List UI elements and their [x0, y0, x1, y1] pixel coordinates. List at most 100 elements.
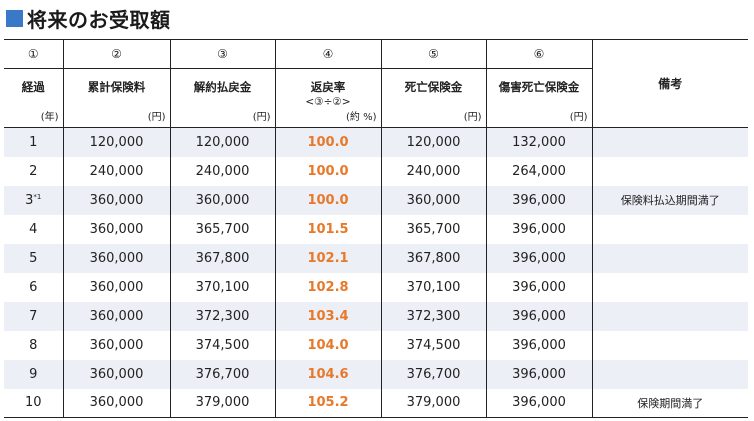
section-title-text: 将来のお受取額 [27, 7, 171, 32]
table-row: 9 360,000 376,700 104.6 376,700 396,000 [4, 359, 748, 389]
table-row: 2 240,000 240,000 100.0 240,000 264,000 [4, 156, 748, 186]
cell-surrender: 374,500 [170, 330, 276, 360]
table-row: 6 360,000 370,100 102.8 370,100 396,000 [4, 272, 748, 302]
cell-note [592, 214, 748, 244]
header-death-benefit: 死亡保険金 (円) [381, 68, 487, 128]
header-remarks: 備考 [592, 39, 748, 128]
cell-surrender: 240,000 [170, 156, 276, 186]
table-row: 5 360,000 367,800 102.1 367,800 396,000 [4, 243, 748, 273]
table-row: 7 360,000 372,300 103.4 372,300 396,000 [4, 301, 748, 331]
cell-accident-death: 396,000 [486, 272, 593, 302]
blue-square-icon [6, 9, 23, 27]
col-num-6: ⑥ [486, 39, 593, 69]
cell-premium: 360,000 [63, 330, 171, 360]
cell-surrender: 367,800 [170, 243, 276, 273]
cell-death: 365,700 [381, 214, 487, 244]
cell-death: 120,000 [381, 127, 487, 157]
header-return-rate: 返戻率 <③÷②> (約 %) [275, 68, 382, 128]
header-death-benefit-label: 死亡保険金 [404, 80, 463, 94]
table-row: 10 360,000 379,000 105.2 379,000 396,000… [4, 388, 748, 418]
header-elapsed-label: 経過 [21, 80, 45, 94]
header-surrender-value-label: 解約払戻金 [193, 80, 252, 94]
cell-death: 372,300 [381, 301, 487, 331]
header-accident-death-benefit-unit: (円) [569, 112, 588, 123]
cell-year: 1 [4, 127, 64, 157]
section-title: 将来のお受取額 [6, 4, 171, 32]
column-label-row: 経過 (年) 累計保険料 (円) 解約払戻金 (円) 返戻率 <③÷②> (約 … [4, 68, 748, 128]
cell-surrender: 360,000 [170, 185, 276, 215]
cell-accident-death: 396,000 [486, 330, 593, 360]
cell-note: 保険期間満了 [592, 388, 748, 418]
cell-accident-death: 396,000 [486, 359, 593, 389]
cell-death: 379,000 [381, 388, 487, 418]
col-num-2: ② [63, 39, 171, 69]
cell-premium: 360,000 [63, 388, 171, 418]
cell-premium: 360,000 [63, 359, 171, 389]
table-row: 8 360,000 374,500 104.0 374,500 396,000 [4, 330, 748, 360]
cell-surrender: 365,700 [170, 214, 276, 244]
cell-surrender: 376,700 [170, 359, 276, 389]
footnote-marker: *1 [33, 192, 42, 201]
cell-note [592, 127, 748, 157]
cell-year: 10 [4, 388, 64, 418]
cell-accident-death: 264,000 [486, 156, 593, 186]
cell-note [592, 156, 748, 186]
cell-accident-death: 396,000 [486, 301, 593, 331]
header-elapsed: 経過 (年) [4, 68, 64, 128]
cell-premium: 240,000 [63, 156, 171, 186]
cell-surrender: 372,300 [170, 301, 276, 331]
cell-note [592, 243, 748, 273]
cell-death: 360,000 [381, 185, 487, 215]
cell-premium: 360,000 [63, 214, 171, 244]
cell-rate: 100.0 [275, 156, 382, 186]
cell-premium: 360,000 [63, 272, 171, 302]
cell-death: 240,000 [381, 156, 487, 186]
cell-rate: 100.0 [275, 185, 382, 215]
cell-note [592, 359, 748, 389]
cell-year: 2 [4, 156, 64, 186]
header-return-rate-formula: <③÷②> [305, 96, 351, 108]
cell-accident-death: 396,000 [486, 214, 593, 244]
column-number-row: ① ② ③ ④ ⑤ ⑥ 備考 [4, 39, 748, 128]
table-row: 3*1 360,000 360,000 100.0 360,000 396,00… [4, 185, 748, 215]
cell-rate: 103.4 [275, 301, 382, 331]
header-cumulative-premium-unit: (円) [147, 112, 166, 123]
header-cumulative-premium-label: 累計保険料 [87, 80, 146, 94]
cell-rate: 102.1 [275, 243, 382, 273]
cell-death: 374,500 [381, 330, 487, 360]
cell-year: 5 [4, 243, 64, 273]
col-num-4: ④ [275, 39, 382, 69]
header-accident-death-benefit: 傷害死亡保険金 (円) [486, 68, 593, 128]
cell-year: 6 [4, 272, 64, 302]
header-surrender-value-unit: (円) [252, 112, 271, 123]
header-surrender-value: 解約払戻金 (円) [170, 68, 276, 128]
cell-rate: 102.8 [275, 272, 382, 302]
cell-rate: 105.2 [275, 388, 382, 418]
cell-rate: 104.6 [275, 359, 382, 389]
cell-rate: 100.0 [275, 127, 382, 157]
col-num-1: ① [4, 39, 64, 69]
cell-note [592, 272, 748, 302]
header-cumulative-premium: 累計保険料 (円) [63, 68, 171, 128]
header-elapsed-unit: (年) [40, 112, 59, 123]
cell-death: 376,700 [381, 359, 487, 389]
header-return-rate-label: 返戻率 [310, 80, 346, 94]
cell-premium: 360,000 [63, 243, 171, 273]
cell-death: 370,100 [381, 272, 487, 302]
cell-surrender: 379,000 [170, 388, 276, 418]
header-death-benefit-unit: (円) [463, 112, 482, 123]
cell-year: 7 [4, 301, 64, 331]
cell-premium: 360,000 [63, 301, 171, 331]
cell-accident-death: 396,000 [486, 185, 593, 215]
col-num-5: ⑤ [381, 39, 487, 69]
cell-rate: 101.5 [275, 214, 382, 244]
cell-premium: 360,000 [63, 185, 171, 215]
cell-accident-death: 396,000 [486, 243, 593, 273]
cell-note: 保険料払込期間満了 [592, 185, 748, 215]
table-row: 1 120,000 120,000 100.0 120,000 132,000 [4, 127, 748, 157]
cell-year: 4 [4, 214, 64, 244]
cell-death: 367,800 [381, 243, 487, 273]
cell-surrender: 370,100 [170, 272, 276, 302]
cell-note [592, 330, 748, 360]
cell-surrender: 120,000 [170, 127, 276, 157]
